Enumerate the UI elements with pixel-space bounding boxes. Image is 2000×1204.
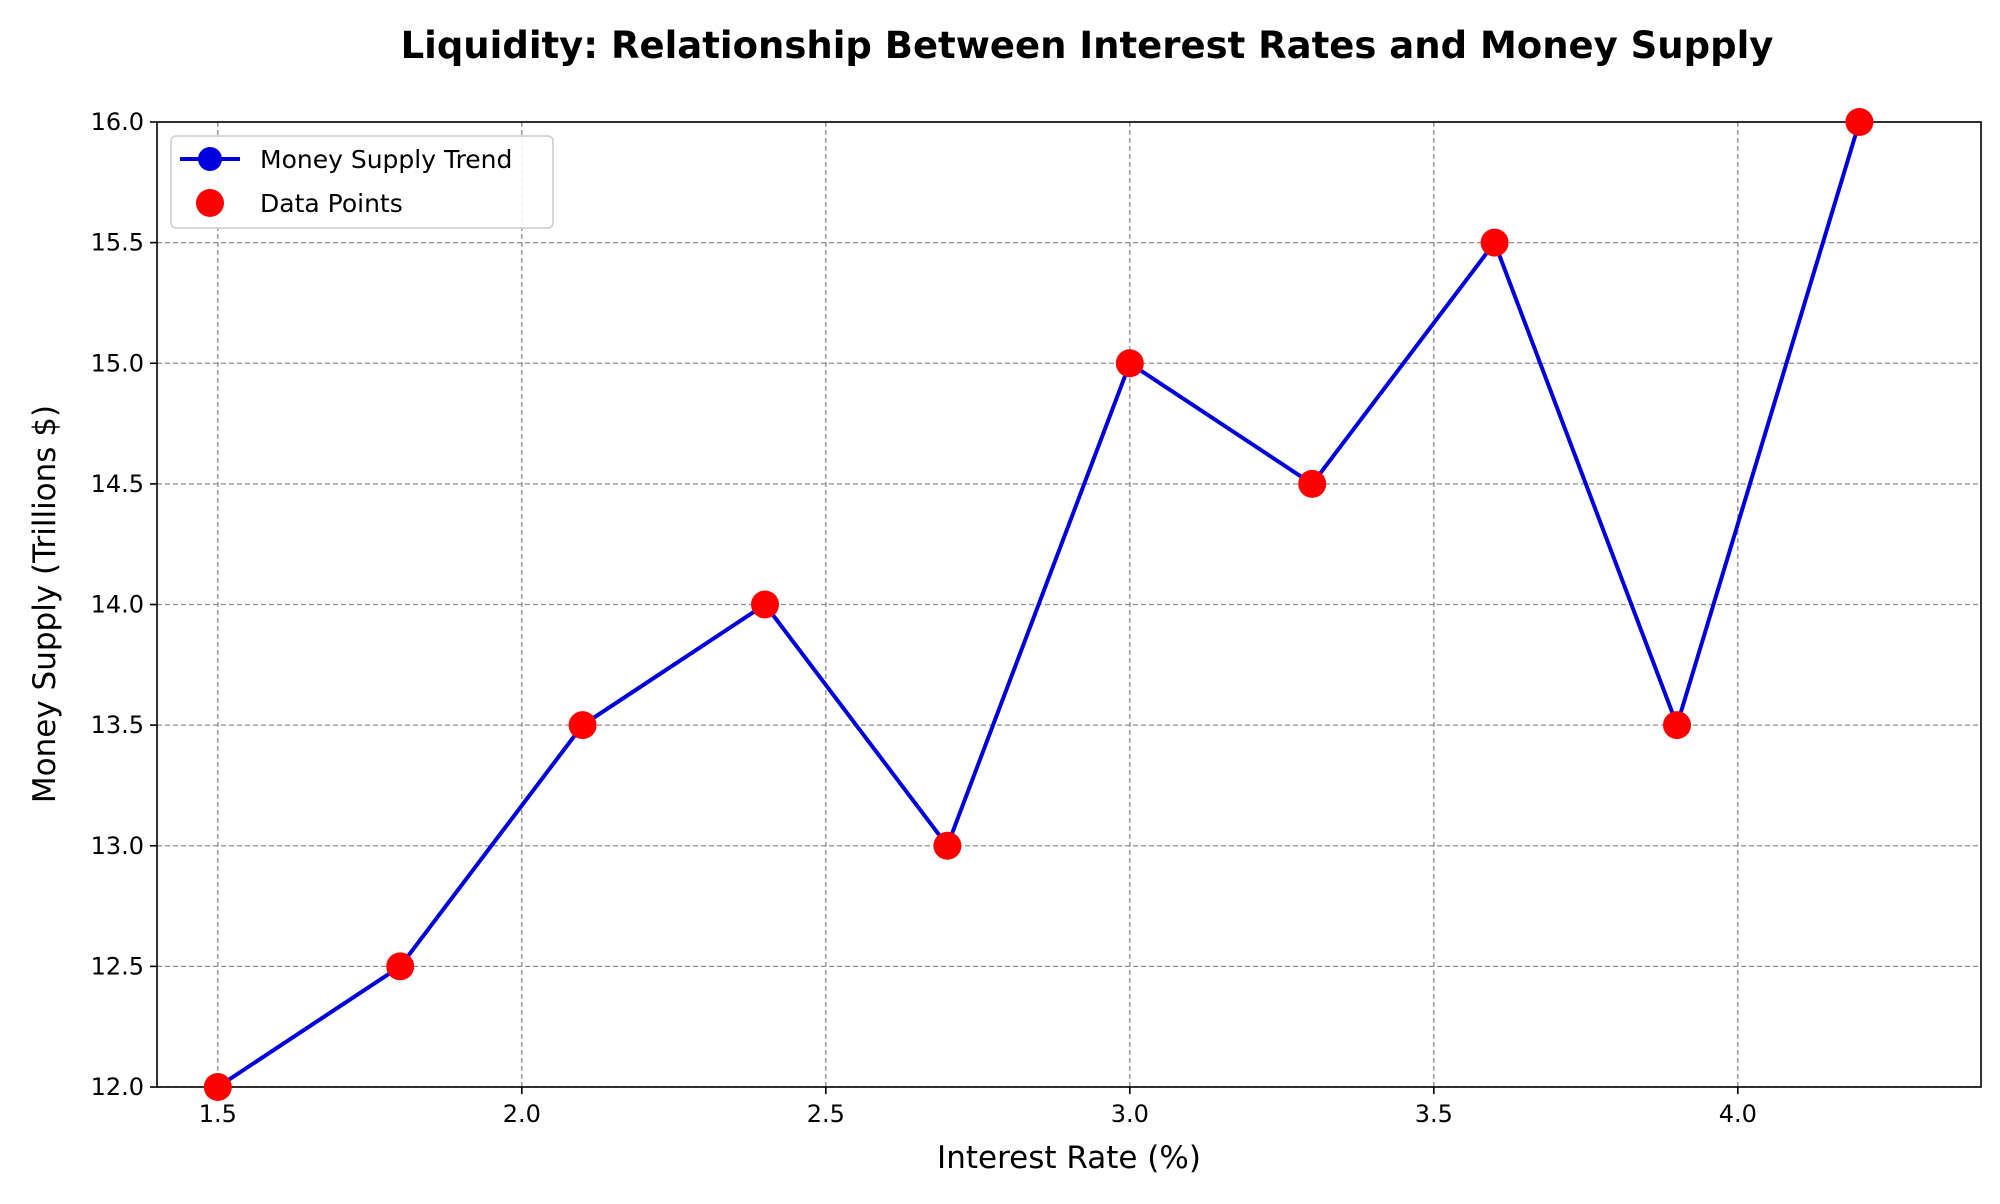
x-tick-label: 4.0 bbox=[1719, 1100, 1757, 1128]
x-axis-label: Interest Rate (%) bbox=[937, 1140, 1201, 1176]
chart-title: Liquidity: Relationship Between Interest… bbox=[401, 24, 1774, 67]
data-point bbox=[1845, 108, 1874, 136]
plot-frame bbox=[156, 121, 1982, 1088]
data-point bbox=[568, 711, 597, 740]
data-point bbox=[1663, 711, 1691, 740]
series bbox=[203, 108, 1874, 1101]
y-tick-label: 14.0 bbox=[91, 591, 144, 619]
y-tick-label: 14.5 bbox=[91, 470, 144, 498]
y-tick-label: 12.0 bbox=[91, 1073, 144, 1101]
y-axis-label: Money Supply (Trillions $) bbox=[27, 405, 63, 803]
data-point bbox=[386, 952, 415, 981]
x-tick-label: 2.5 bbox=[807, 1100, 845, 1128]
data-point bbox=[1298, 469, 1327, 498]
legend: Money Supply Trend Data Points bbox=[170, 135, 554, 229]
y-tick-label: 13.0 bbox=[91, 832, 144, 860]
ticks: 1.5 2.0 2.5 3.0 3.5 4.0 12.0 12.5 13.0 13.5 14.0 14… bbox=[91, 108, 1757, 1128]
x-tick-label: 1.5 bbox=[199, 1100, 237, 1128]
legend-box bbox=[170, 135, 554, 229]
legend-entry-points: Data Points bbox=[260, 189, 403, 218]
x-tick-label: 3.5 bbox=[1415, 1100, 1453, 1128]
y-tick-label: 15.5 bbox=[91, 229, 144, 257]
legend-line-marker bbox=[198, 147, 222, 171]
legend-scatter-marker bbox=[196, 189, 224, 217]
x-tick-label: 3.0 bbox=[1111, 1100, 1149, 1128]
y-tick-label: 15.0 bbox=[91, 349, 144, 377]
legend-entry-trend: Money Supply Trend bbox=[260, 145, 512, 174]
y-tick-label: 16.0 bbox=[91, 108, 144, 136]
data-point bbox=[933, 831, 962, 860]
data-point bbox=[1115, 349, 1144, 378]
data-point bbox=[751, 590, 779, 619]
data-point bbox=[203, 1073, 232, 1101]
data-point bbox=[1480, 228, 1509, 257]
series-line-money-supply-trend bbox=[215, 120, 1862, 1089]
x-tick-label: 2.0 bbox=[503, 1100, 541, 1128]
y-tick-label: 12.5 bbox=[91, 952, 144, 980]
y-tick-label: 13.5 bbox=[91, 711, 144, 739]
